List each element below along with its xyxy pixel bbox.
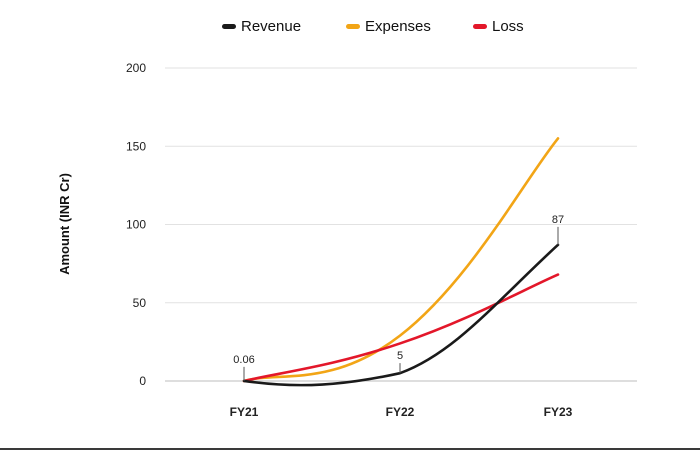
data-label: 87 <box>552 214 564 226</box>
series-lines <box>242 137 560 387</box>
bottom-divider <box>0 448 700 450</box>
legend-swatch-loss <box>473 24 487 29</box>
legend-label-loss: Loss <box>492 18 524 35</box>
series-line-loss <box>242 273 560 383</box>
x-tick-label: FY21 <box>230 405 259 419</box>
data-labels: 0.06 5 87 <box>233 214 564 381</box>
x-axis-ticks: FY21 FY22 FY23 <box>230 405 573 419</box>
legend-swatch-expenses <box>346 24 360 29</box>
x-tick-label: FY23 <box>544 405 573 419</box>
data-label: 5 <box>397 350 403 362</box>
legend-label-expenses: Expenses <box>365 18 431 35</box>
y-tick-label: 200 <box>126 61 146 75</box>
y-axis-label: Amount (INR Cr) <box>57 173 72 275</box>
x-tick-label: FY22 <box>386 405 415 419</box>
series-line-expenses <box>242 137 560 383</box>
legend-label-revenue: Revenue <box>241 18 301 35</box>
y-tick-label: 100 <box>126 218 146 232</box>
grid-lines <box>165 67 637 382</box>
data-label: 0.06 <box>233 354 254 366</box>
y-tick-label: 150 <box>126 139 146 153</box>
y-tick-label: 0 <box>139 374 146 388</box>
legend-swatch-revenue <box>222 24 236 29</box>
y-tick-label: 50 <box>133 296 147 310</box>
series-line-revenue <box>242 243 560 387</box>
y-axis-ticks: 0 50 100 150 200 <box>126 61 146 388</box>
legend: Revenue Expenses Loss <box>222 18 524 35</box>
